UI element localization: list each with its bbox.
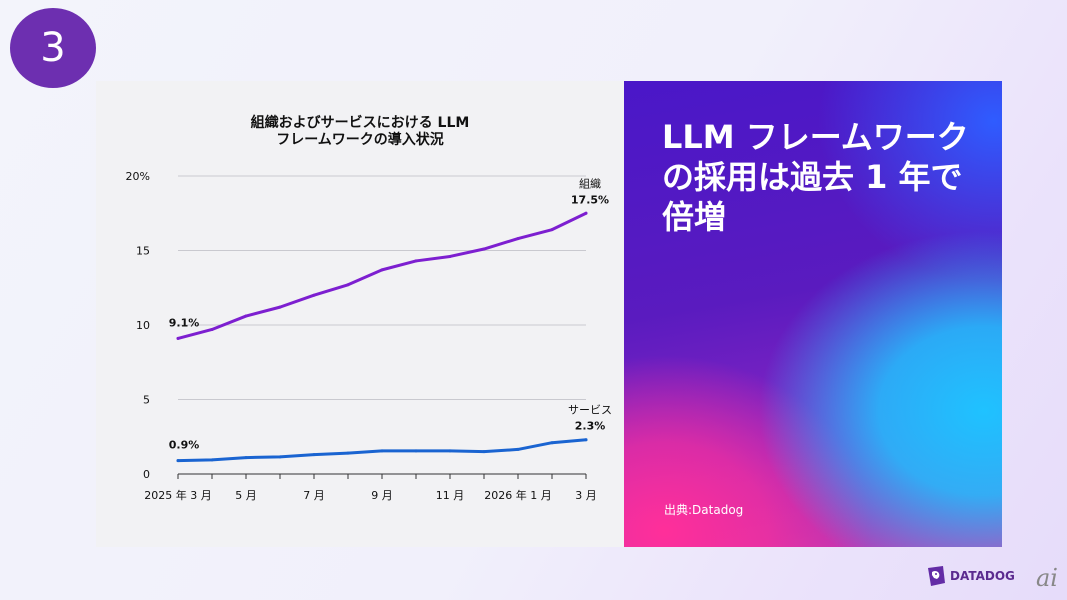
datadog-dog-icon <box>928 566 945 586</box>
x-tick-label: 7 月 <box>303 489 325 502</box>
data-point <box>584 438 588 442</box>
ai-logo-mark: ai <box>1036 564 1058 592</box>
datadog-brand: DATADOG <box>926 565 1015 587</box>
start-value-label: 0.9% <box>169 439 200 452</box>
data-point <box>414 449 418 453</box>
series-name-label: 組織 <box>579 177 601 190</box>
y-tick-label: 10 <box>136 319 150 332</box>
data-point <box>550 228 554 232</box>
y-tick-label: 15 <box>136 245 150 258</box>
series-name-label: サービス <box>568 404 612 417</box>
chart-title-line-1: 組織およびサービスにおける LLM <box>250 115 470 131</box>
slide-number-badge: 3 <box>10 8 96 88</box>
data-point <box>516 237 520 241</box>
data-point <box>482 247 486 251</box>
source-credit: 出典:Datadog <box>664 503 744 517</box>
start-value-label: 9.1% <box>169 316 200 329</box>
x-tick-label: 11 月 <box>436 489 465 502</box>
data-point <box>278 305 282 309</box>
end-value-label: 17.5% <box>571 193 609 206</box>
chart-panel: 組織およびサービスにおける LLM フレームワークの導入状況 0 5 10 15 20%… <box>96 81 624 547</box>
data-point <box>176 459 180 463</box>
y-tick-label: 20% <box>126 170 150 183</box>
data-point <box>312 453 316 457</box>
data-point <box>516 447 520 451</box>
hero-title: LLM フレームワーク の採用は過去 1 年で 倍増 <box>662 117 992 237</box>
brand-name: DATADOG <box>950 569 1015 583</box>
data-point <box>244 314 248 318</box>
data-point <box>380 268 384 272</box>
hero-title-line-3: 倍増 <box>662 198 727 236</box>
x-tick-label: 2026 年 1 月 <box>484 488 551 502</box>
data-point <box>380 449 384 453</box>
data-point <box>584 211 588 215</box>
chart-title: 組織およびサービスにおける LLM フレームワークの導入状況 <box>96 115 624 149</box>
x-tick-label: 2025 年 3 月 <box>144 488 211 502</box>
y-tick-label: 5 <box>143 394 150 407</box>
data-point <box>346 283 350 287</box>
data-point <box>176 336 180 340</box>
data-point <box>448 254 452 258</box>
data-point <box>278 455 282 459</box>
hero-panel: LLM フレームワーク の採用は過去 1 年で 倍増 出典:Datadog <box>624 81 1002 547</box>
series-line-organizations <box>176 211 588 340</box>
data-point <box>414 259 418 263</box>
x-tick-label: 3 月 <box>575 489 597 502</box>
y-tick-label: 0 <box>143 468 150 481</box>
line-chart: 0 5 10 15 20% 2025 年 3 月 5 月 7 月 9 月 11 月 2026 年 1… <box>126 170 612 502</box>
x-tick-label: 9 月 <box>371 489 393 502</box>
data-point <box>210 458 214 462</box>
data-point <box>210 327 214 331</box>
x-tick-label: 5 月 <box>235 489 257 502</box>
data-point <box>244 456 248 460</box>
data-point <box>550 441 554 445</box>
hero-title-line-1: LLM フレームワーク <box>662 118 969 156</box>
data-point <box>346 451 350 455</box>
data-point <box>312 293 316 297</box>
hero-title-line-2: の採用は過去 1 年で <box>662 158 963 196</box>
data-point <box>482 450 486 454</box>
end-value-label: 2.3% <box>575 420 606 433</box>
chart-title-line-2: フレームワークの導入状況 <box>276 132 444 148</box>
data-point <box>448 449 452 453</box>
